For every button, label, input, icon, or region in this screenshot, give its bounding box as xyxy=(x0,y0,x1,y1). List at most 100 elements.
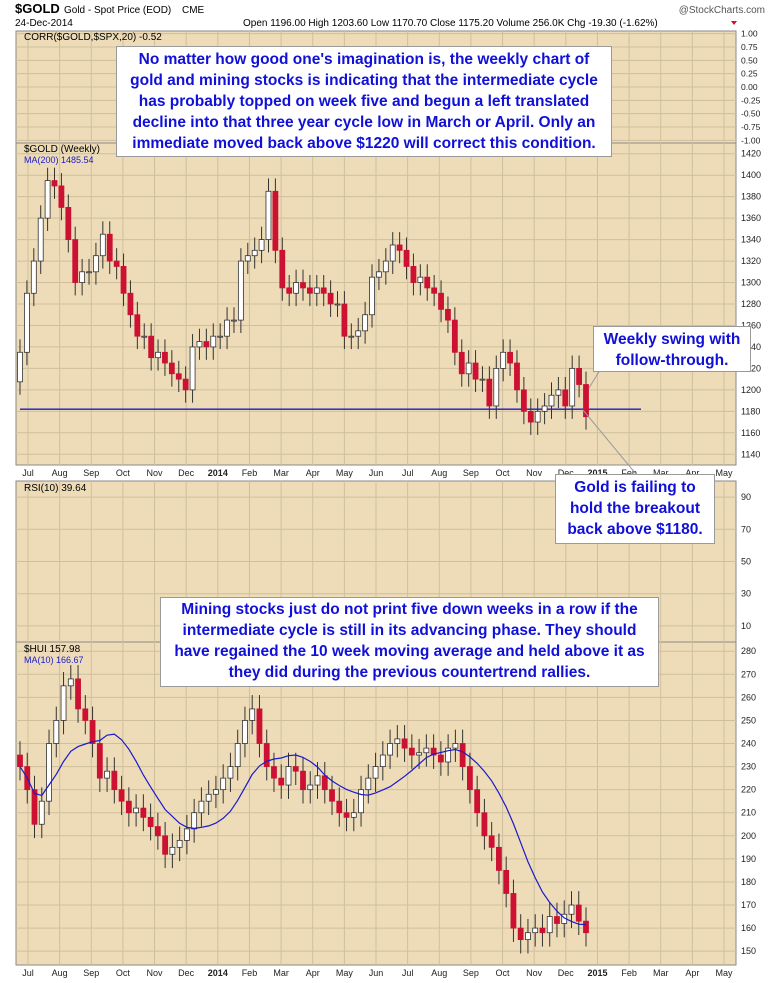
hui-label: $HUI 157.98 xyxy=(24,644,81,655)
hui-x-tick-4: Nov xyxy=(147,968,164,978)
gold-y-tick-8: 1300 xyxy=(741,278,761,288)
gold-candle-50 xyxy=(362,314,369,332)
gold-candle-37 xyxy=(272,190,279,251)
hui-candle-52 xyxy=(394,738,401,744)
gold-candle-82 xyxy=(583,384,589,418)
hui-candle-46 xyxy=(350,812,357,818)
hui-y-tick-13: 280 xyxy=(741,646,756,656)
hui-candle-2 xyxy=(31,789,38,825)
gold-candle-43 xyxy=(313,287,320,294)
hui-candle-24 xyxy=(191,812,198,830)
gold-label: $GOLD (Weekly) xyxy=(24,144,100,155)
hui-candle-38 xyxy=(292,766,299,772)
rsi-y-tick-2: 50 xyxy=(741,557,751,567)
hui-candle-4 xyxy=(46,743,52,802)
gold-y-tick-11: 1360 xyxy=(741,213,761,223)
gold-candle-32 xyxy=(237,260,244,321)
hui-candle-15 xyxy=(125,800,132,814)
gold-candle-14 xyxy=(113,260,120,267)
hui-x-tick-16: Nov xyxy=(526,968,543,978)
hui-candle-23 xyxy=(183,828,190,841)
hui-x-tick-6: 2014 xyxy=(208,968,228,978)
gold-candle-5 xyxy=(51,180,58,187)
hui-x-tick-11: Jun xyxy=(369,968,384,978)
failing-annotation: Gold is failing to hold the breakout bac… xyxy=(555,474,715,544)
gold-x-tick-0: Jul xyxy=(22,468,34,478)
hui-candle-57 xyxy=(430,747,437,756)
gold-x-tick-9: Apr xyxy=(306,468,320,478)
gold-candle-24 xyxy=(182,378,189,391)
hui-candle-0 xyxy=(17,754,23,767)
corr-y-tick-5: -0.25 xyxy=(741,95,761,105)
gold-candle-60 xyxy=(431,287,438,294)
hui-x-tick-20: Mar xyxy=(653,968,669,978)
gold-candle-45 xyxy=(327,292,334,305)
swing-annotation: Weekly swing with follow-through. xyxy=(593,326,751,372)
hui-candle-6 xyxy=(60,685,67,721)
gold-candle-58 xyxy=(417,276,424,283)
gold-candle-28 xyxy=(210,335,217,348)
hui-candle-30 xyxy=(234,743,241,767)
gold-candle-70 xyxy=(500,351,507,369)
gold-y-tick-4: 1220 xyxy=(741,363,761,373)
hui-x-tick-2: Sep xyxy=(83,968,99,978)
corr-y-tick-0: 1.00 xyxy=(741,29,758,39)
chg-down-icon xyxy=(731,21,737,25)
rsi-y-tick-1: 30 xyxy=(741,589,751,599)
hui-candle-32 xyxy=(249,708,256,721)
hui-candle-44 xyxy=(336,800,343,814)
hui-candle-55 xyxy=(416,752,423,756)
hui-candle-21 xyxy=(169,846,176,855)
gold-candle-16 xyxy=(127,292,134,316)
gold-candle-80 xyxy=(569,367,576,407)
hui-candle-22 xyxy=(176,840,183,848)
hui-candle-20 xyxy=(162,835,169,855)
hui-candle-64 xyxy=(481,812,488,837)
symbol-label: $GOLD xyxy=(15,1,60,16)
hui-candle-70 xyxy=(525,932,531,941)
gold-candle-6 xyxy=(58,185,65,208)
hui-x-tick-3: Oct xyxy=(116,968,131,978)
gold-candle-49 xyxy=(355,330,362,337)
hui-x-tick-22: May xyxy=(715,968,733,978)
hui-candle-39 xyxy=(300,770,306,791)
hui-candle-25 xyxy=(198,800,205,814)
gold-candle-54 xyxy=(389,244,396,262)
hui-x-tick-15: Oct xyxy=(496,968,511,978)
hui-candle-41 xyxy=(314,775,321,786)
gold-y-tick-0: 1140 xyxy=(741,449,760,459)
gold-candle-42 xyxy=(307,287,313,294)
gold-x-tick-12: Jul xyxy=(402,468,414,478)
hui-ma-label: MA(10) 166.67 xyxy=(24,655,84,665)
hui-candle-78 xyxy=(583,920,589,934)
hui-y-tick-3: 180 xyxy=(741,877,756,887)
hui-candle-5 xyxy=(53,720,60,744)
gold-candle-23 xyxy=(175,373,182,380)
gold-y-tick-1: 1160 xyxy=(741,428,760,438)
hui-y-tick-0: 150 xyxy=(741,946,756,956)
hui-candle-35 xyxy=(271,766,277,779)
gold-candle-44 xyxy=(320,287,327,294)
hui-ma10-line xyxy=(19,733,587,926)
gold-candle-57 xyxy=(410,266,417,283)
hui-candle-49 xyxy=(372,766,379,779)
hui-candle-13 xyxy=(111,770,118,791)
gold-candle-12 xyxy=(99,233,106,257)
gold-candle-36 xyxy=(265,190,272,241)
gold-candle-71 xyxy=(507,351,513,364)
gold-candle-11 xyxy=(93,255,99,273)
hui-candle-14 xyxy=(118,789,125,802)
failing-pointer xyxy=(582,409,637,475)
hui-candle-51 xyxy=(387,743,393,756)
hui-x-tick-21: Apr xyxy=(685,968,699,978)
gold-x-tick-16: Nov xyxy=(526,468,543,478)
hui-y-tick-9: 240 xyxy=(741,739,756,749)
gold-y-tick-5: 1240 xyxy=(741,342,761,352)
hui-x-tick-7: Feb xyxy=(242,968,258,978)
gold-candle-25 xyxy=(189,346,196,391)
hui-candle-10 xyxy=(89,720,96,744)
hui-candle-43 xyxy=(329,789,335,802)
hui-candle-42 xyxy=(321,775,328,791)
hui-x-tick-5: Dec xyxy=(178,968,195,978)
gold-candle-59 xyxy=(424,276,431,289)
